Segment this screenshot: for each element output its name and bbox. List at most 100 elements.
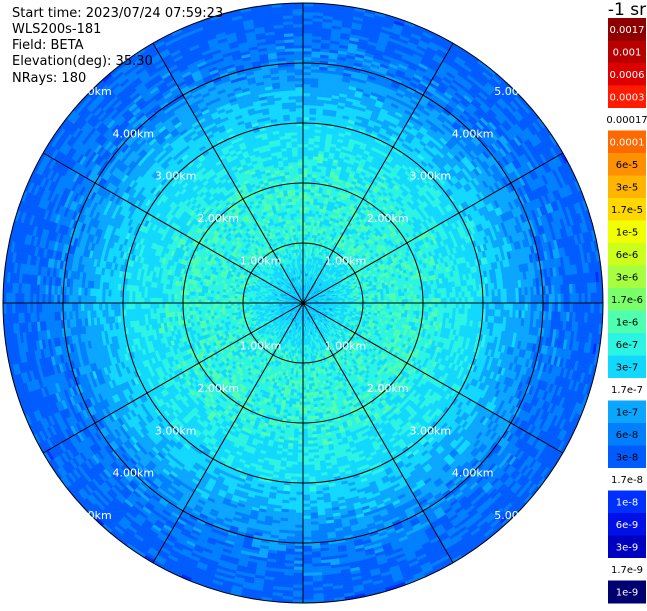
- range-gate-cell: [303, 156, 308, 159]
- range-gate-cell: [303, 84, 311, 87]
- range-gate-cell: [486, 303, 489, 310]
- range-gate-cell: [597, 303, 600, 313]
- range-gate-cell: [303, 96, 310, 99]
- range-gate-cell: [308, 165, 313, 168]
- range-gate-cell: [567, 294, 570, 303]
- range-gate-cell: [438, 303, 441, 308]
- range-gate-cell: [477, 291, 480, 297]
- range-gate-cell: [303, 69, 311, 72]
- range-gate-cell: [504, 296, 507, 303]
- range-gate-cell: [597, 293, 600, 303]
- range-gate-cell: [462, 309, 465, 315]
- range-gate-cell: [453, 292, 456, 298]
- range-gate-cell: [507, 303, 510, 310]
- range-gate-cell: [396, 300, 399, 303]
- range-gate-cell: [372, 298, 375, 301]
- range-gate-cell: [474, 303, 477, 309]
- range-gate-cell: [558, 294, 561, 303]
- range-gate-cell: [306, 210, 309, 213]
- range-gate-cell: [471, 297, 474, 303]
- range-gate-cell: [303, 39, 312, 42]
- range-gate-cell: [462, 297, 465, 303]
- range-gate-cell: [570, 303, 573, 312]
- range-gate-cell: [396, 306, 399, 310]
- range-gate-cell: [303, 33, 312, 36]
- range-gate-cell: [384, 306, 387, 309]
- range-gate-cell: [432, 294, 435, 299]
- range-gate-cell: [383, 291, 386, 294]
- range-gate-cell: [450, 303, 453, 308]
- range-gate-cell: [310, 195, 314, 198]
- range-gate-cell: [525, 295, 528, 303]
- range-gate-cell: [303, 135, 309, 138]
- range-gate-cell: [582, 293, 585, 303]
- range-gate-cell: [310, 198, 314, 201]
- range-gate-cell: [414, 307, 417, 311]
- range-gate-cell: [537, 303, 540, 311]
- range-gate-cell: [303, 45, 312, 48]
- range-gate-cell: [396, 296, 399, 300]
- range-gate-cell: [384, 297, 387, 300]
- range-gate-cell: [405, 299, 408, 303]
- range-gate-cell: [393, 309, 396, 312]
- range-gate-cell: [369, 298, 372, 301]
- range-gate-cell: [303, 24, 313, 27]
- range-gate-cell: [591, 293, 594, 303]
- range-gate-cell: [432, 308, 435, 313]
- range-gate-cell: [303, 195, 307, 198]
- range-gate-cell: [468, 291, 471, 297]
- range-gate-cell: [303, 150, 308, 153]
- range-gate-cell: [308, 144, 314, 147]
- range-gate-cell: [456, 298, 459, 303]
- range-gate-cell: [303, 78, 311, 81]
- range-gate-cell: [534, 303, 537, 311]
- range-gate-cell: [474, 297, 477, 303]
- range-gate-cell: [303, 108, 310, 111]
- range-gate-cell: [386, 291, 389, 294]
- range-gate-cell: [411, 303, 414, 307]
- range-gate-cell: [375, 306, 378, 309]
- range-gate-cell: [414, 299, 417, 303]
- range-gate-cell: [429, 294, 432, 299]
- range-gate-cell: [456, 292, 459, 298]
- range-gate-cell: [416, 291, 419, 295]
- range-gate-cell: [307, 189, 311, 192]
- range-gate-cell: [307, 201, 311, 204]
- range-gate-cell: [307, 186, 311, 189]
- range-gate-cell: [303, 147, 308, 150]
- range-gate-cell: [537, 295, 540, 303]
- range-gate-cell: [303, 177, 307, 180]
- range-gate-cell: [510, 303, 513, 310]
- range-gate-cell: [387, 294, 390, 297]
- range-gate-cell: [390, 309, 393, 312]
- range-gate-cell: [510, 296, 513, 303]
- range-gate-cell: [564, 294, 567, 303]
- range-gate-cell: [303, 162, 308, 165]
- range-gate-cell: [303, 201, 307, 204]
- range-gate-cell: [438, 298, 441, 303]
- range-gate-cell: [357, 299, 360, 301]
- range-gate-cell: [429, 299, 432, 304]
- range-gate-cell: [474, 291, 477, 297]
- range-gate-cell: [456, 303, 459, 308]
- range-gate-cell: [585, 293, 588, 303]
- range-gate-cell: [417, 307, 420, 311]
- range-gate-cell: [444, 303, 447, 308]
- range-gate-cell: [516, 296, 519, 304]
- range-gate-cell: [378, 298, 381, 301]
- range-gate-cell: [387, 306, 390, 309]
- range-gate-cell: [303, 57, 312, 60]
- range-gate-cell: [513, 296, 516, 303]
- range-gate-cell: [402, 307, 405, 311]
- range-gate-cell: [306, 228, 309, 231]
- range-gate-cell: [308, 156, 313, 159]
- range-gate-cell: [303, 132, 309, 135]
- range-gate-cell: [303, 129, 309, 132]
- range-gate-cell: [303, 207, 306, 210]
- range-gate-cell: [465, 297, 468, 303]
- range-gate-cell: [309, 213, 312, 216]
- range-gate-cell: [468, 297, 471, 303]
- range-gate-cell: [306, 216, 309, 219]
- range-gate-cell: [489, 296, 492, 303]
- range-gate-cell: [450, 293, 453, 298]
